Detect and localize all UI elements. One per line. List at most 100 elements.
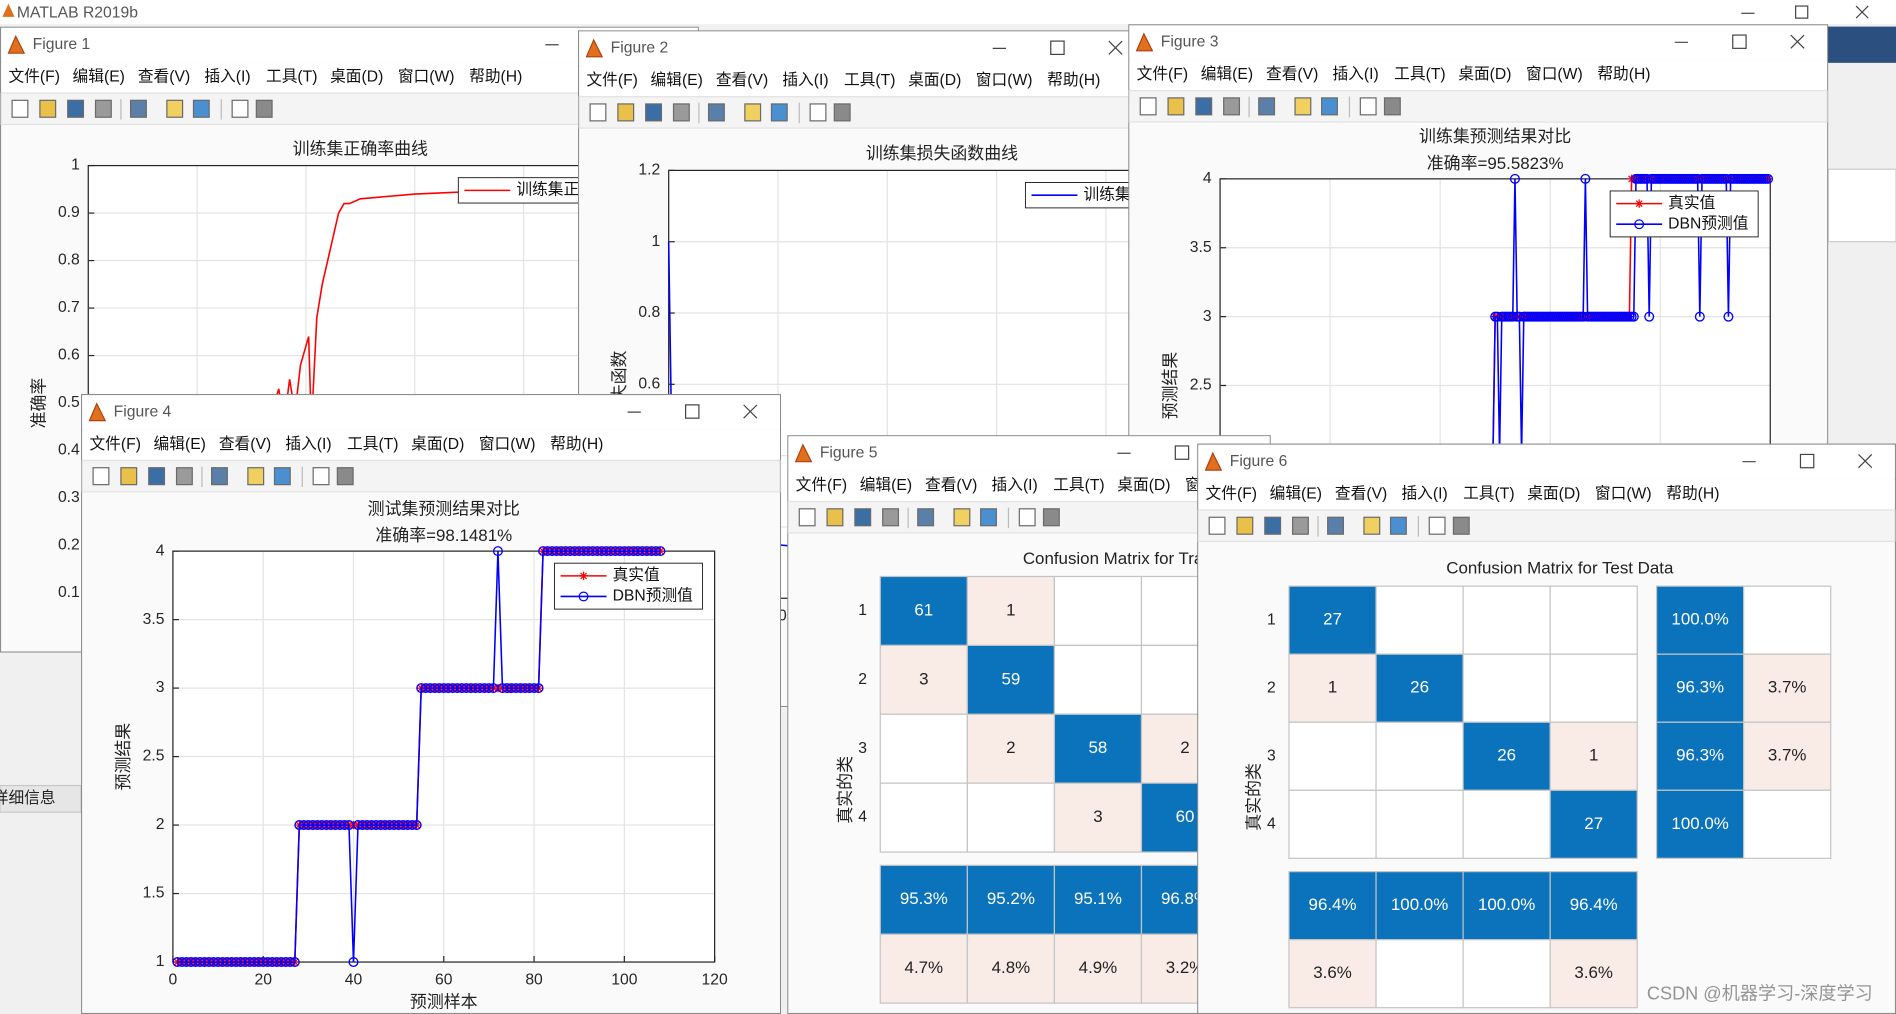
- menu-item[interactable]: 帮助(H): [1597, 65, 1650, 83]
- maximize-button[interactable]: [1795, 5, 1809, 19]
- menu-item[interactable]: 插入(I): [204, 68, 250, 86]
- toolbar-button[interactable]: [1258, 97, 1276, 116]
- toolbar-button[interactable]: [1264, 516, 1282, 535]
- toolbar-button[interactable]: [1452, 516, 1470, 535]
- toolbar-button[interactable]: [312, 467, 330, 486]
- menu-item[interactable]: 窗口(W): [479, 435, 536, 453]
- menu-item[interactable]: 窗口(W): [1595, 484, 1652, 502]
- toolbar-button[interactable]: [1223, 97, 1241, 116]
- menu-item[interactable]: 插入(I): [1401, 484, 1447, 502]
- toolbar-button[interactable]: [11, 99, 29, 118]
- toolbar-button[interactable]: [1139, 97, 1157, 116]
- menu-item[interactable]: 工具(T): [266, 69, 317, 86]
- toolbar-button[interactable]: [148, 467, 166, 486]
- menu-item[interactable]: 编辑(E): [73, 68, 125, 86]
- toolbar-button[interactable]: [336, 467, 354, 486]
- menu-item[interactable]: 查看(V): [219, 435, 271, 453]
- menu-item[interactable]: 编辑(E): [154, 435, 206, 453]
- menu-item[interactable]: 帮助(H): [469, 68, 522, 86]
- toolbar-button[interactable]: [1292, 516, 1309, 535]
- toolbar-button[interactable]: [67, 99, 85, 118]
- menu-item[interactable]: 工具(T): [347, 436, 398, 453]
- toolbar-button[interactable]: [1428, 516, 1446, 535]
- menu-item[interactable]: 工具(T): [844, 72, 895, 89]
- menu-item[interactable]: 查看(V): [1335, 484, 1387, 502]
- maximize-button[interactable]: [1732, 34, 1747, 49]
- menu-item[interactable]: 查看(V): [716, 71, 768, 89]
- toolbar-button[interactable]: [120, 467, 138, 486]
- toolbar-button[interactable]: [273, 467, 291, 486]
- menu-item[interactable]: 文件(F): [1137, 65, 1188, 83]
- toolbar-button[interactable]: [92, 467, 110, 486]
- toolbar-button[interactable]: [826, 508, 844, 527]
- menu-item[interactable]: 查看(V): [138, 68, 190, 86]
- toolbar-button[interactable]: [809, 103, 827, 122]
- maximize-button[interactable]: [1799, 453, 1815, 469]
- toolbar-button[interactable]: [1042, 508, 1060, 527]
- close-button[interactable]: [1108, 40, 1123, 55]
- toolbar-button[interactable]: [1389, 516, 1407, 535]
- menu-item[interactable]: 文件(F): [796, 476, 847, 494]
- menu-item[interactable]: 查看(V): [1266, 65, 1318, 83]
- toolbar-button[interactable]: [980, 508, 997, 527]
- toolbar-button[interactable]: [770, 103, 788, 122]
- menu-item[interactable]: 桌面(D): [330, 68, 383, 86]
- toolbar-button[interactable]: [39, 99, 57, 118]
- toolbar-button[interactable]: [1195, 97, 1213, 116]
- toolbar-button[interactable]: [211, 467, 228, 486]
- menu-item[interactable]: 帮助(H): [1047, 71, 1100, 89]
- toolbar-button[interactable]: [1167, 97, 1185, 116]
- maximize-button[interactable]: [685, 404, 700, 419]
- toolbar-button[interactable]: [231, 99, 249, 118]
- toolbar-button[interactable]: [707, 103, 725, 122]
- menu-item[interactable]: 编辑(E): [1270, 484, 1322, 502]
- toolbar-button[interactable]: [953, 508, 971, 527]
- menu-item[interactable]: 桌面(D): [1458, 65, 1511, 83]
- menu-item[interactable]: 窗口(W): [398, 68, 455, 86]
- menu-item[interactable]: 插入(I): [992, 476, 1038, 494]
- close-button[interactable]: [743, 404, 758, 419]
- close-button[interactable]: [1790, 34, 1805, 49]
- toolbar-button[interactable]: [129, 99, 147, 118]
- toolbar-button[interactable]: [94, 99, 112, 118]
- menu-item[interactable]: 文件(F): [586, 71, 637, 89]
- menu-item[interactable]: 编辑(E): [1201, 65, 1253, 83]
- close-button[interactable]: [1858, 453, 1873, 469]
- menu-item[interactable]: 查看(V): [925, 476, 977, 494]
- menu-item[interactable]: 文件(F): [8, 68, 59, 86]
- menu-item[interactable]: 编辑(E): [860, 476, 912, 494]
- toolbar-button[interactable]: [192, 99, 210, 118]
- toolbar-button[interactable]: [1363, 516, 1381, 535]
- close-button[interactable]: [1855, 5, 1869, 19]
- maximize-button[interactable]: [1174, 445, 1190, 460]
- menu-item[interactable]: 编辑(E): [651, 71, 703, 89]
- toolbar-button[interactable]: [798, 508, 816, 527]
- menu-item[interactable]: 桌面(D): [1527, 484, 1580, 502]
- menu-item[interactable]: 桌面(D): [1117, 476, 1170, 494]
- toolbar-button[interactable]: [1208, 516, 1226, 535]
- menu-item[interactable]: 文件(F): [89, 435, 140, 453]
- menu-item[interactable]: 工具(T): [1463, 485, 1514, 502]
- menu-item[interactable]: 插入(I): [782, 71, 828, 89]
- toolbar-button[interactable]: [672, 103, 690, 122]
- menu-item[interactable]: 工具(T): [1394, 66, 1445, 83]
- menu-item[interactable]: 文件(F): [1206, 484, 1257, 502]
- toolbar-button[interactable]: [854, 508, 872, 527]
- menu-item[interactable]: 工具(T): [1053, 477, 1104, 494]
- menu-item[interactable]: 插入(I): [1333, 65, 1379, 83]
- toolbar-button[interactable]: [1018, 508, 1036, 527]
- menu-item[interactable]: 桌面(D): [411, 435, 464, 453]
- menu-item[interactable]: 插入(I): [285, 435, 331, 453]
- toolbar-button[interactable]: [617, 103, 635, 122]
- toolbar-button[interactable]: [255, 99, 273, 118]
- menu-item[interactable]: 窗口(W): [1526, 65, 1583, 83]
- toolbar-button[interactable]: [833, 103, 851, 122]
- toolbar-button[interactable]: [175, 467, 193, 486]
- menu-item[interactable]: 帮助(H): [550, 435, 603, 453]
- toolbar-button[interactable]: [589, 103, 607, 122]
- toolbar-button[interactable]: [1359, 97, 1377, 116]
- toolbar-button[interactable]: [882, 508, 900, 527]
- toolbar-button[interactable]: [166, 99, 184, 118]
- toolbar-button[interactable]: [247, 467, 265, 486]
- toolbar-button[interactable]: [645, 103, 663, 122]
